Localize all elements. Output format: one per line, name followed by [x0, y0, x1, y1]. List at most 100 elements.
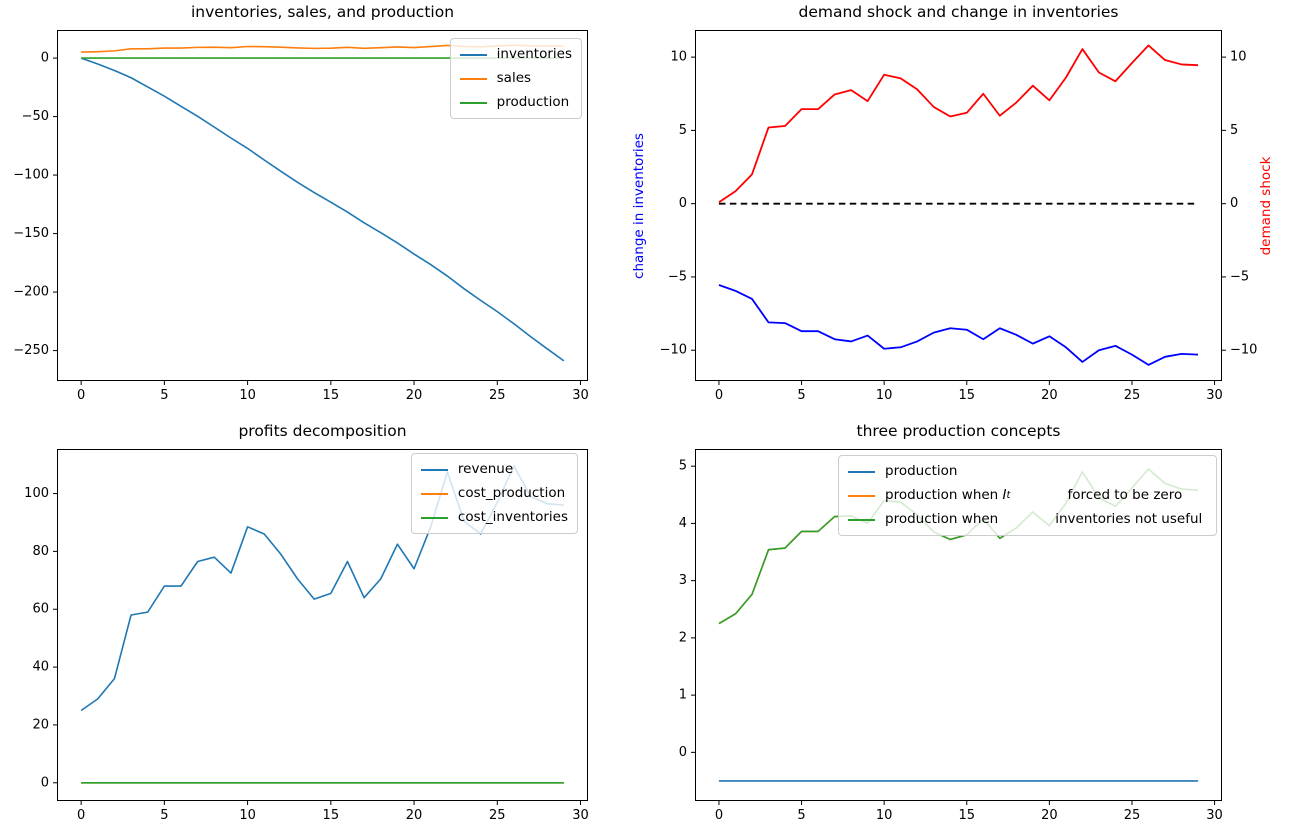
legend-label: t	[1006, 490, 1011, 501]
x-tick-label: 10	[239, 388, 256, 403]
y-tick-label: 60	[32, 602, 49, 617]
legend-item: production	[459, 94, 572, 111]
x-tick-label: 20	[1041, 388, 1058, 403]
y-tick-label: 4	[679, 516, 687, 531]
y-tick-label: 20	[32, 717, 49, 732]
legend-label-gap	[998, 519, 1055, 520]
x-tick-label: 5	[797, 808, 805, 823]
legend-item: cost_inventories	[420, 509, 568, 526]
legend-line-sample	[420, 468, 448, 471]
legend-line-sample	[848, 518, 875, 521]
legend-label: production when	[885, 511, 999, 527]
x-tick-label: 25	[489, 808, 506, 823]
x-tick-label: 0	[715, 808, 723, 823]
legend-label: production	[885, 463, 958, 479]
y-tick-label-right: 5	[1230, 123, 1238, 138]
y-tick-label: 1	[679, 688, 687, 703]
y-tick-label: −5	[668, 269, 687, 284]
x-tick-label: 0	[77, 808, 85, 823]
legend-item: cost_production	[420, 485, 568, 502]
x-tick-label: 30	[1206, 808, 1223, 823]
y-tick-label: −10	[660, 343, 687, 358]
panel-profits-decomposition: profits decomposition 0 5 10 15 20 25 30 0 20 40 6…	[24, 422, 589, 823]
legend-item: sales	[459, 70, 572, 87]
y-tick-label: −50	[22, 109, 49, 124]
y-tick-label: 40	[32, 660, 49, 675]
panel-title: inventories, sales, and production	[190, 3, 455, 21]
x-tick-label: 15	[323, 388, 340, 403]
x-tick-label: 10	[876, 388, 893, 403]
legend-line-sample	[459, 53, 487, 56]
x-tick-label: 15	[958, 388, 975, 403]
x-tick-label: 30	[1206, 388, 1223, 403]
x-tick-label: 25	[1124, 388, 1141, 403]
panel-title: demand shock and change in inventories	[798, 3, 1119, 21]
legend-line-sample	[459, 77, 487, 80]
legend: inventories sales production	[449, 38, 582, 119]
x-tick-label: 30	[572, 388, 589, 403]
legend-label: I	[1002, 487, 1007, 503]
y-tick-label: 0	[679, 196, 687, 211]
y-tick-label: −200	[13, 285, 49, 300]
x-tick-label: 30	[572, 808, 589, 823]
y-tick-label: 0	[41, 51, 49, 66]
x-tick-label: 15	[958, 808, 975, 823]
y-tick-label: 100	[24, 486, 49, 501]
legend-line-sample	[848, 494, 875, 497]
panel-demand-shock: demand shock and change in inventories 0…	[631, 3, 1274, 403]
legend-line-sample	[420, 492, 448, 495]
y-tick-label: 3	[679, 573, 687, 588]
x-tick-label: 0	[77, 388, 85, 403]
x-tick-label: 25	[1124, 808, 1141, 823]
legend-line-sample	[848, 470, 875, 473]
legend-label: production	[496, 94, 570, 110]
legend: revenue cost_production cost_inventories	[410, 453, 578, 534]
y-tick-label: 0	[41, 775, 49, 790]
legend-label: cost_inventories	[457, 509, 568, 525]
y-tick-label: 0	[679, 745, 687, 760]
y-tick-label: −150	[13, 226, 49, 241]
x-tick-label: 20	[406, 808, 423, 823]
plot-area-inventories: 0 5 10 15 20 25 30 0 −50 −100 −150 −200 −250	[13, 30, 589, 403]
y-axis-label-left: change in inventories	[631, 132, 647, 279]
legend-label: inventories not useful	[1055, 511, 1203, 527]
x-tick-label: 25	[489, 388, 506, 403]
panel-title: three production concepts	[856, 422, 1061, 440]
legend-label: forced to be zero	[1067, 487, 1183, 503]
y-tick-label-right: −5	[1230, 269, 1249, 284]
legend-item: revenue	[420, 461, 568, 478]
legend-item: production	[848, 463, 1207, 480]
plot-area-profits: 0 5 10 15 20 25 30 0 20 40 60 80 100	[24, 449, 589, 823]
y-tick-label-right: 10	[1230, 50, 1247, 65]
y-tick-label: 2	[679, 630, 687, 645]
x-tick-label: 20	[1041, 808, 1058, 823]
legend-label: production when	[885, 487, 1003, 503]
series-demand-shock	[718, 44, 1199, 203]
series-change-in-inventories	[718, 284, 1199, 366]
legend-item: inventories	[459, 46, 572, 63]
x-tick-label: 5	[160, 388, 168, 403]
legend-item: production when inventories not useful	[848, 511, 1207, 528]
legend-label: inventories	[496, 46, 572, 62]
x-tick-label: 5	[797, 388, 805, 403]
x-tick-label: 20	[406, 388, 423, 403]
y-tick-label-right: 0	[1230, 196, 1238, 211]
legend-label-gap	[1010, 495, 1067, 496]
x-tick-label: 0	[715, 388, 723, 403]
y-axis-label-right: demand shock	[1258, 156, 1274, 255]
legend-label: revenue	[457, 461, 514, 477]
x-tick-label: 10	[239, 808, 256, 823]
plot-area-demand-shock: 0 5 10 15 20 25 30 10 5 0 −5 −10 10 5 0 −5 −10	[660, 30, 1257, 403]
x-tick-label: 15	[323, 808, 340, 823]
y-tick-label: 80	[32, 544, 49, 559]
x-tick-label: 10	[876, 808, 893, 823]
legend-label: cost_production	[457, 485, 566, 501]
series-inventories	[80, 57, 565, 362]
legend-line-sample	[459, 101, 487, 104]
y-tick-label: −100	[13, 168, 49, 183]
y-tick-label: −250	[13, 343, 49, 358]
x-tick-label: 5	[160, 808, 168, 823]
